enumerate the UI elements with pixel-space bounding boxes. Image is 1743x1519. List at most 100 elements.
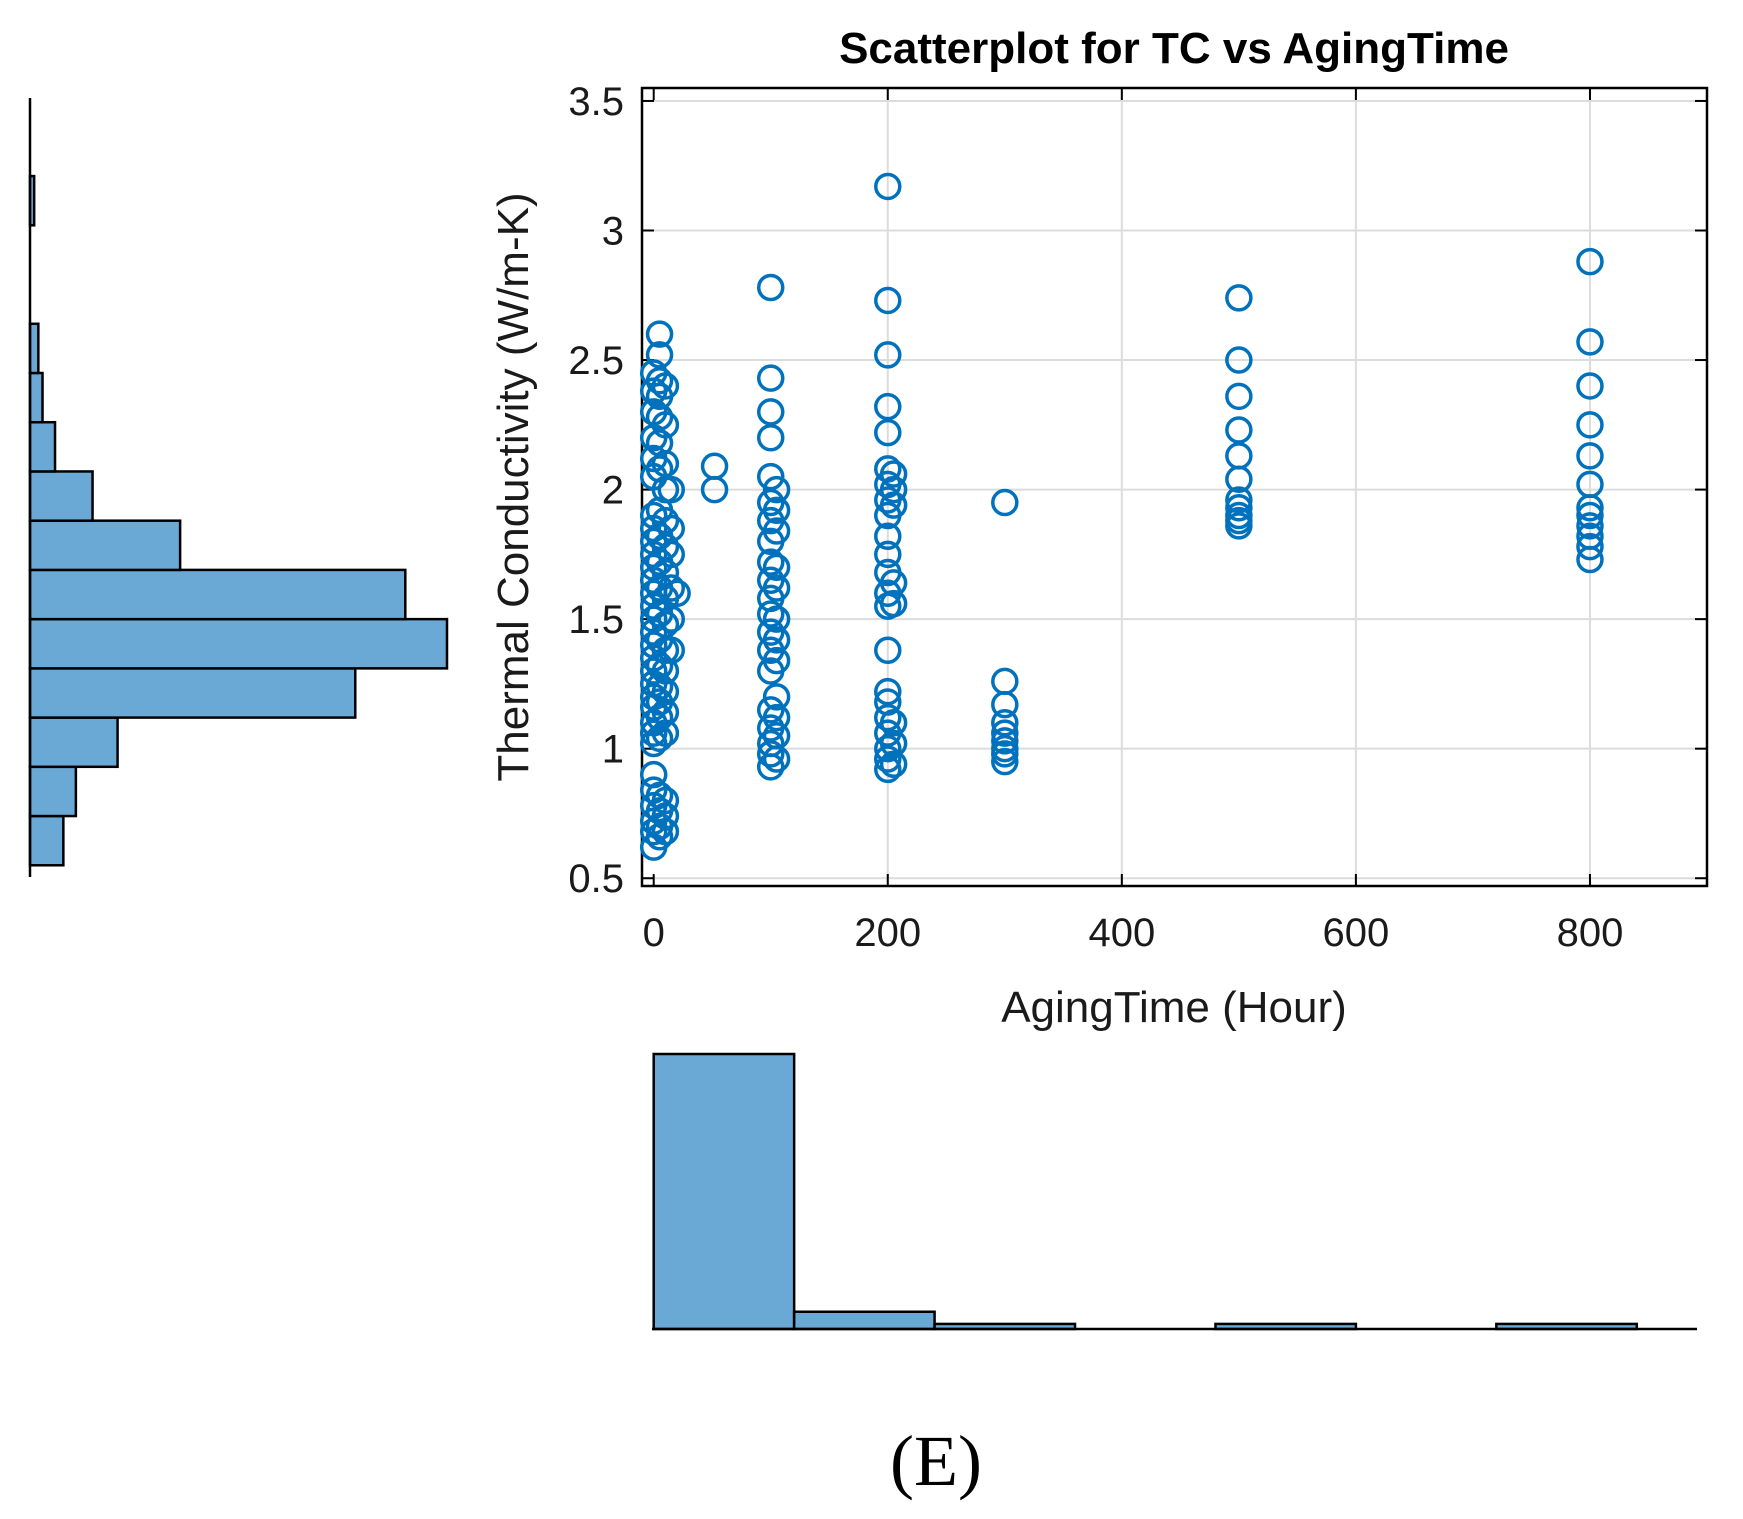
scatter-point <box>645 672 674 701</box>
scatter-point <box>651 411 680 439</box>
scatter-point <box>1225 382 1253 411</box>
y-histogram-bar <box>28 716 119 769</box>
x-histogram-bars <box>652 1052 1639 1331</box>
scatter-point <box>645 341 674 369</box>
scatter-point <box>756 364 785 392</box>
scatter-point <box>874 522 902 550</box>
x-tick-label: 0 <box>643 911 665 955</box>
y-histogram-bar <box>28 371 44 424</box>
scatter-point <box>762 721 791 750</box>
scatter-point <box>645 724 674 753</box>
scatter-point <box>991 488 1019 517</box>
y-tick-label: 1 <box>602 728 624 772</box>
scatter-point <box>874 734 902 763</box>
scatter-axes: 0 200 400 600 800 0.5 1 1.5 2 2.5 3 3.5 Scatterplot… <box>489 24 1709 1032</box>
scatter-point <box>651 698 680 727</box>
scatter-point <box>1576 328 1604 356</box>
scatter-point <box>657 605 686 633</box>
scatter-point <box>874 540 902 569</box>
chart-title: Scatterplot for TC vs AgingTime <box>839 24 1509 73</box>
x-histogram <box>652 1052 1697 1331</box>
y-tick-label: 2 <box>602 469 624 513</box>
x-axis-label: AgingTime (Hour) <box>1001 983 1347 1032</box>
scatter-point <box>762 574 791 602</box>
y-histogram-bar <box>28 519 182 572</box>
scatter-point <box>762 496 791 525</box>
scatter-point <box>651 506 680 535</box>
scatter-point <box>756 398 785 426</box>
x-tick-label: 200 <box>854 911 921 955</box>
scatter-point <box>756 618 785 646</box>
scatter-point <box>657 636 686 664</box>
scatter-point <box>651 817 680 846</box>
scatter-point <box>700 452 729 481</box>
scatter-point <box>639 719 668 747</box>
scatter-point <box>874 677 902 706</box>
scatter-point <box>1225 486 1253 514</box>
y-histogram-bars <box>28 174 449 867</box>
scatter-point <box>651 558 680 587</box>
scatter-point <box>879 569 908 597</box>
scatter-point <box>991 747 1019 776</box>
scatter-point <box>657 540 686 569</box>
scatter-point <box>1576 522 1604 550</box>
scatter-point <box>879 709 908 737</box>
scatter-point <box>756 566 785 595</box>
scatter-point <box>762 605 791 633</box>
scatter-point <box>874 392 902 421</box>
scatter-point <box>1225 493 1253 522</box>
scatter-point <box>762 683 791 711</box>
scatter-point <box>762 475 791 504</box>
y-histogram-bar <box>28 667 357 719</box>
scatter-points <box>639 172 1604 861</box>
scatter-point <box>991 709 1019 737</box>
scatter-point <box>879 589 908 618</box>
scatter-point <box>874 172 902 201</box>
x-tick-label: 400 <box>1088 911 1155 955</box>
x-histogram-bar <box>792 1310 936 1331</box>
scatter-point <box>756 424 785 452</box>
scatter-point <box>874 341 902 369</box>
scatter-point <box>762 517 791 545</box>
scatter-point <box>756 273 785 302</box>
scatter-point <box>762 745 791 773</box>
scatter-point <box>762 553 791 582</box>
scatter-point <box>1225 501 1253 530</box>
scatter-point <box>879 475 908 504</box>
scatter-point <box>1576 512 1604 540</box>
scatter-point <box>651 532 680 561</box>
y-axis-label: Thermal Conductivity (W/m-K) <box>489 192 538 781</box>
panel-label: (E) <box>890 1421 982 1501</box>
scatter-point <box>762 703 791 732</box>
y-tick-label: 3.5 <box>568 80 624 124</box>
scatter-point <box>991 690 1019 719</box>
y-histogram <box>28 98 449 877</box>
scatter-point <box>874 636 902 664</box>
scatter-point <box>657 514 686 543</box>
scatter-point <box>756 462 785 491</box>
scatter-point <box>756 488 785 517</box>
scatter-point <box>756 740 785 768</box>
y-tick-label: 1.5 <box>568 598 624 642</box>
scatter-point <box>1576 501 1604 530</box>
scatter-point <box>645 703 674 732</box>
x-tick-label: 800 <box>1557 911 1624 955</box>
y-histogram-bar <box>28 322 40 375</box>
y-histogram-bar <box>28 470 94 522</box>
scatter-point <box>879 729 908 758</box>
scatter-point <box>1576 372 1604 400</box>
scatter-point <box>991 734 1019 763</box>
scatter-point <box>651 802 680 830</box>
y-histogram-bar <box>28 420 57 473</box>
scatter-point <box>663 579 691 607</box>
scatter-point <box>1225 284 1253 312</box>
scatter-point <box>756 696 785 724</box>
scatter-point <box>991 667 1019 696</box>
scatter-point <box>1225 346 1253 374</box>
y-histogram-bar <box>28 617 449 670</box>
scatter-frame <box>640 86 1709 888</box>
y-tick-label: 3 <box>602 210 624 254</box>
scatter-point <box>874 418 902 447</box>
scatter-point <box>657 475 686 504</box>
